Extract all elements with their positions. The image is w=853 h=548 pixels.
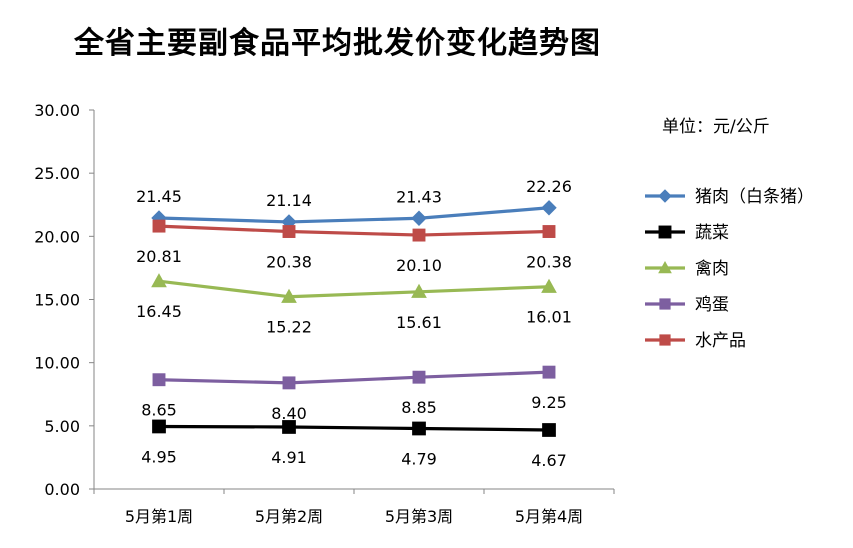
data-label: 16.45 [136, 302, 182, 321]
legend-marker [658, 260, 672, 274]
data-label: 8.85 [401, 398, 437, 417]
legend-label: 禽肉 [695, 259, 729, 279]
data-label: 21.43 [396, 187, 442, 206]
data-point-4 [412, 228, 426, 242]
data-point-0 [411, 210, 427, 226]
data-point-1 [152, 419, 166, 434]
data-label: 21.45 [136, 187, 182, 206]
series-line-1 [158, 424, 550, 432]
y-tick-label: 30.00 [34, 101, 80, 120]
data-label: 4.67 [531, 451, 567, 470]
data-point-1 [282, 420, 296, 434]
data-point-0 [541, 200, 557, 216]
data-label: 4.79 [401, 449, 437, 468]
legend-label: 水产品 [695, 331, 746, 351]
legend-marker [658, 225, 672, 239]
data-point-2 [151, 273, 167, 288]
data-point-3 [542, 365, 556, 379]
data-point-2 [411, 283, 427, 298]
data-point-1 [542, 423, 556, 437]
data-point-2 [541, 278, 557, 293]
data-point-1 [412, 421, 426, 436]
x-tick-label: 5月第3周 [385, 507, 453, 526]
series-line-0 [158, 206, 550, 224]
data-label: 15.61 [396, 313, 442, 332]
series-line-3 [158, 370, 550, 385]
chart-title: 全省主要副食品平均批发价变化趋势图 [74, 26, 601, 61]
data-label: 21.14 [266, 191, 312, 210]
data-label: 15.22 [266, 318, 312, 337]
y-tick-label: 10.00 [34, 354, 80, 373]
data-label: 4.95 [141, 447, 177, 466]
data-point-2 [281, 288, 297, 303]
legend-marker [658, 189, 672, 203]
series-line-2 [158, 279, 550, 299]
data-label: 4.91 [271, 448, 307, 467]
legend-label: 猪肉（白条猪） [695, 187, 814, 207]
data-label: 22.26 [526, 177, 572, 196]
data-label: 20.38 [266, 253, 312, 272]
data-point-4 [542, 225, 556, 238]
data-label: 20.38 [526, 253, 572, 272]
legend-label: 蔬菜 [695, 223, 729, 243]
data-label: 9.25 [531, 393, 567, 412]
x-tick-label: 5月第4周 [515, 507, 583, 526]
y-tick-label: 25.00 [34, 164, 80, 183]
x-tick-label: 5月第1周 [125, 507, 193, 526]
data-point-4 [282, 225, 296, 238]
legend-marker [659, 298, 671, 310]
x-tick-label: 5月第2周 [255, 507, 323, 526]
legend-marker [659, 334, 671, 346]
y-tick-label: 20.00 [34, 227, 80, 246]
data-label: 8.65 [141, 401, 177, 420]
data-label: 20.10 [396, 256, 442, 275]
series-line-4 [158, 224, 550, 237]
unit-label: 单位：元/公斤 [662, 117, 770, 137]
y-tick-label: 0.00 [44, 480, 80, 499]
data-point-3 [152, 373, 166, 387]
data-point-3 [282, 376, 296, 390]
legend-label: 鸡蛋 [695, 295, 729, 315]
data-label: 16.01 [526, 308, 572, 327]
data-point-4 [152, 219, 166, 233]
data-point-3 [412, 370, 426, 384]
data-label: 8.40 [271, 404, 307, 423]
data-label: 20.81 [136, 247, 182, 266]
y-tick-label: 5.00 [44, 417, 80, 436]
y-tick-label: 15.00 [34, 291, 80, 310]
